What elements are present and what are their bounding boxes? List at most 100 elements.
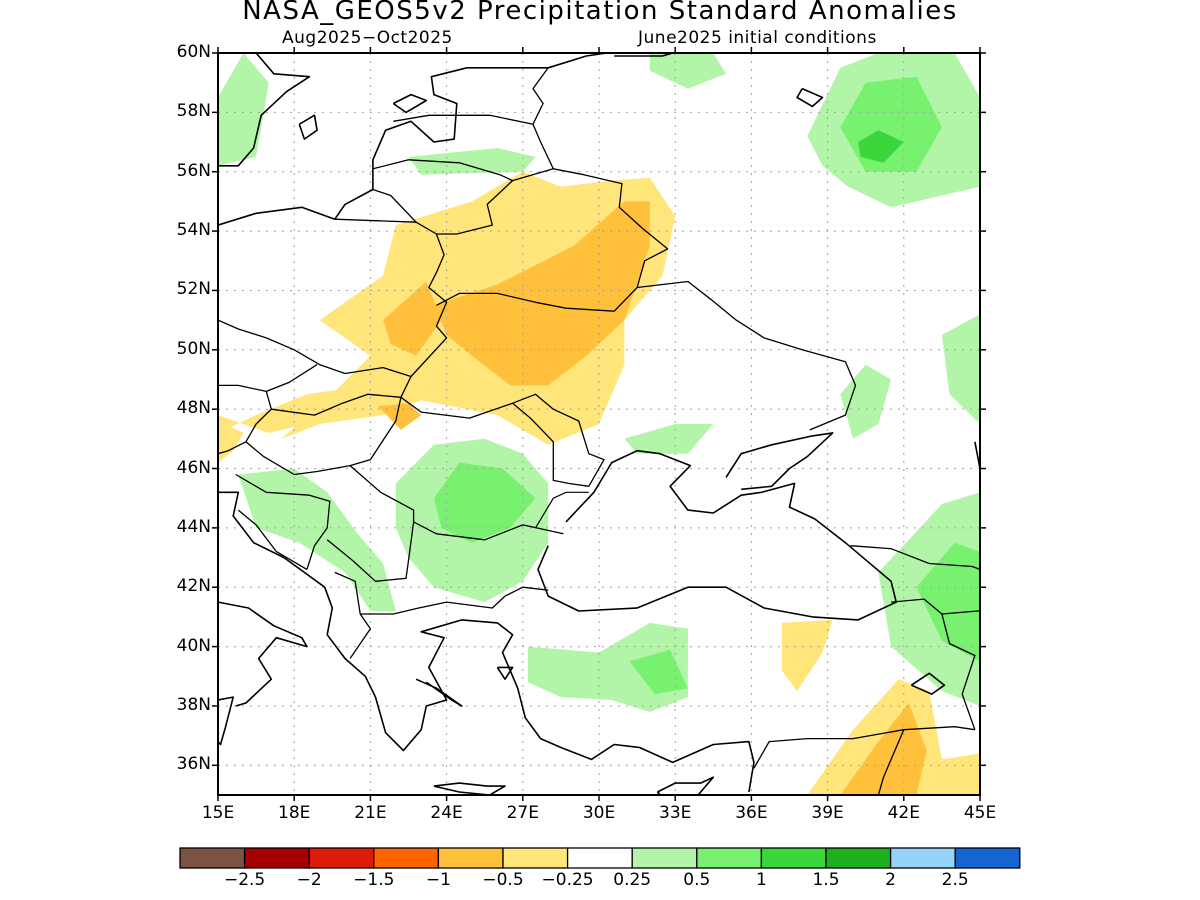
coastline-caspian (974, 441, 980, 567)
colorbar-swatch (502, 847, 569, 869)
lat-label: 60N (176, 42, 211, 62)
anomaly-region-dry-syria-core (840, 703, 927, 795)
colorbar-swatch (631, 847, 698, 869)
lon-label: 42E (887, 803, 920, 823)
border-russia-kazakhstan (979, 388, 980, 390)
border-baltic-russia (532, 67, 554, 170)
border-czech-slovakia (266, 364, 318, 393)
coastline-lake-onega-rybinsk (796, 87, 824, 108)
colorbar-label: −2 (296, 870, 322, 890)
anomaly-regions (218, 53, 980, 795)
coastline-crete (433, 782, 506, 795)
geographic-lines (218, 53, 980, 795)
lat-label: 44N (176, 516, 211, 537)
lon-label: 15E (201, 803, 235, 823)
coastline-gotland (298, 114, 318, 140)
coastline-italy-east (218, 601, 308, 707)
coastline-euboea (415, 678, 463, 707)
lon-label: 30E (582, 803, 616, 823)
coastline-cyprus (656, 776, 715, 795)
lon-label: 45E (963, 803, 997, 823)
colorbar-label: 1.5 (812, 870, 840, 890)
anomaly-region-dry-hungary-core (378, 403, 422, 430)
border-moldova-romania (512, 402, 589, 487)
lon-label: 18E (278, 803, 311, 823)
lat-label: 36N (176, 754, 211, 775)
lon-label: 36E (735, 803, 768, 823)
colorbar-label: 0.5 (683, 870, 711, 890)
colorbar-swatch (243, 847, 310, 869)
colorbar-swatch (760, 847, 827, 869)
anomaly-region-dry-hungary (218, 385, 371, 433)
anomaly-region-dry-turkey-east (781, 619, 833, 692)
border-lithuania-latvia (372, 159, 554, 182)
coastline-sea-of-azov (725, 432, 834, 491)
lat-label: 54N (176, 220, 211, 241)
axis-ticks (212, 47, 986, 801)
anomaly-region-wet-volga (840, 364, 892, 439)
anomaly-region-wet-baltic-strip (408, 148, 536, 175)
lon-label: 27E (506, 803, 539, 823)
lon-label: 24E (430, 803, 463, 823)
border-romania-serbia-bulgaria (349, 465, 564, 541)
border-turkey-syria-iraq (753, 726, 975, 769)
lat-label: 46N (176, 457, 211, 478)
anomaly-region-dry-sw-balkans (218, 421, 244, 463)
anomaly-region-wet-caspian-edge (941, 314, 980, 424)
lat-label: 40N (176, 635, 211, 656)
border-ukraine-west (400, 376, 605, 487)
border-ukraine-russia (637, 280, 857, 431)
border-poland-east (410, 221, 448, 377)
anomaly-region-wet-ne-russia-deep (858, 130, 904, 163)
chart-title: NASA_GEOS5v2 Precipitation Standard Anom… (242, 0, 958, 26)
coastline-saaremaa (392, 93, 428, 114)
border-czech-austria (218, 384, 272, 410)
anomaly-region-wet-caucasus-core (916, 542, 980, 662)
anomaly-region-dry-core-2 (383, 281, 442, 356)
colorbar-swatch (825, 847, 892, 869)
colorbar-label: −1.5 (353, 870, 395, 890)
colorbar-label: −0.5 (482, 870, 524, 890)
coastline-adriatic-balkan-coast (218, 491, 755, 793)
border-belarus-russia (553, 168, 669, 288)
border-lithuania-belarus (436, 180, 514, 235)
border-greece-north (360, 595, 506, 615)
border-slovakia-hungary (271, 393, 401, 416)
colorbar-label: 1 (755, 870, 767, 890)
colorbar-label: −0.25 (541, 870, 594, 890)
anomaly-region-wet-north-strip (649, 53, 726, 89)
lon-label: 21E (354, 803, 387, 823)
coastline-lake-van (910, 672, 946, 695)
border-kaliningrad (334, 188, 417, 223)
lat-label: 42N (176, 576, 211, 597)
colorbar-swatch (179, 847, 246, 869)
lat-label: 50N (176, 338, 211, 359)
border-croatia-bosnia-serbia (235, 473, 331, 570)
lon-label: 39E (811, 803, 844, 823)
lat-label: 56N (176, 160, 211, 181)
lon-label: 33E (659, 803, 692, 823)
colorbar (179, 847, 1021, 869)
colorbar-swatch (566, 847, 633, 869)
border-syria-iraq (877, 729, 905, 795)
border-turkey-georgia-armenia (891, 598, 976, 730)
lat-label: 58N (176, 101, 211, 122)
border-poland-south (218, 319, 412, 378)
coastline-aegean-islands (496, 666, 514, 681)
colorbar-swatch (437, 847, 504, 869)
colorbar-swatch (373, 847, 440, 869)
anomaly-region-wet-black-sea-north (624, 424, 714, 454)
colorbar-swatch (308, 847, 375, 869)
lat-label: 48N (176, 398, 211, 419)
colorbar-swatch (696, 847, 763, 869)
anomaly-region-wet-turkey-core (629, 649, 688, 695)
colorbar-swatch (889, 847, 956, 869)
border-georgia-russia (850, 545, 980, 571)
coastline-sweden-coast (218, 53, 311, 167)
lat-label: 52N (176, 279, 211, 300)
lat-label: 38N (176, 694, 211, 715)
anomaly-region-wet-former-yugoslavia (238, 468, 396, 611)
anomaly-region-dry-core-1 (433, 201, 650, 386)
coastline-sicily (218, 696, 234, 746)
